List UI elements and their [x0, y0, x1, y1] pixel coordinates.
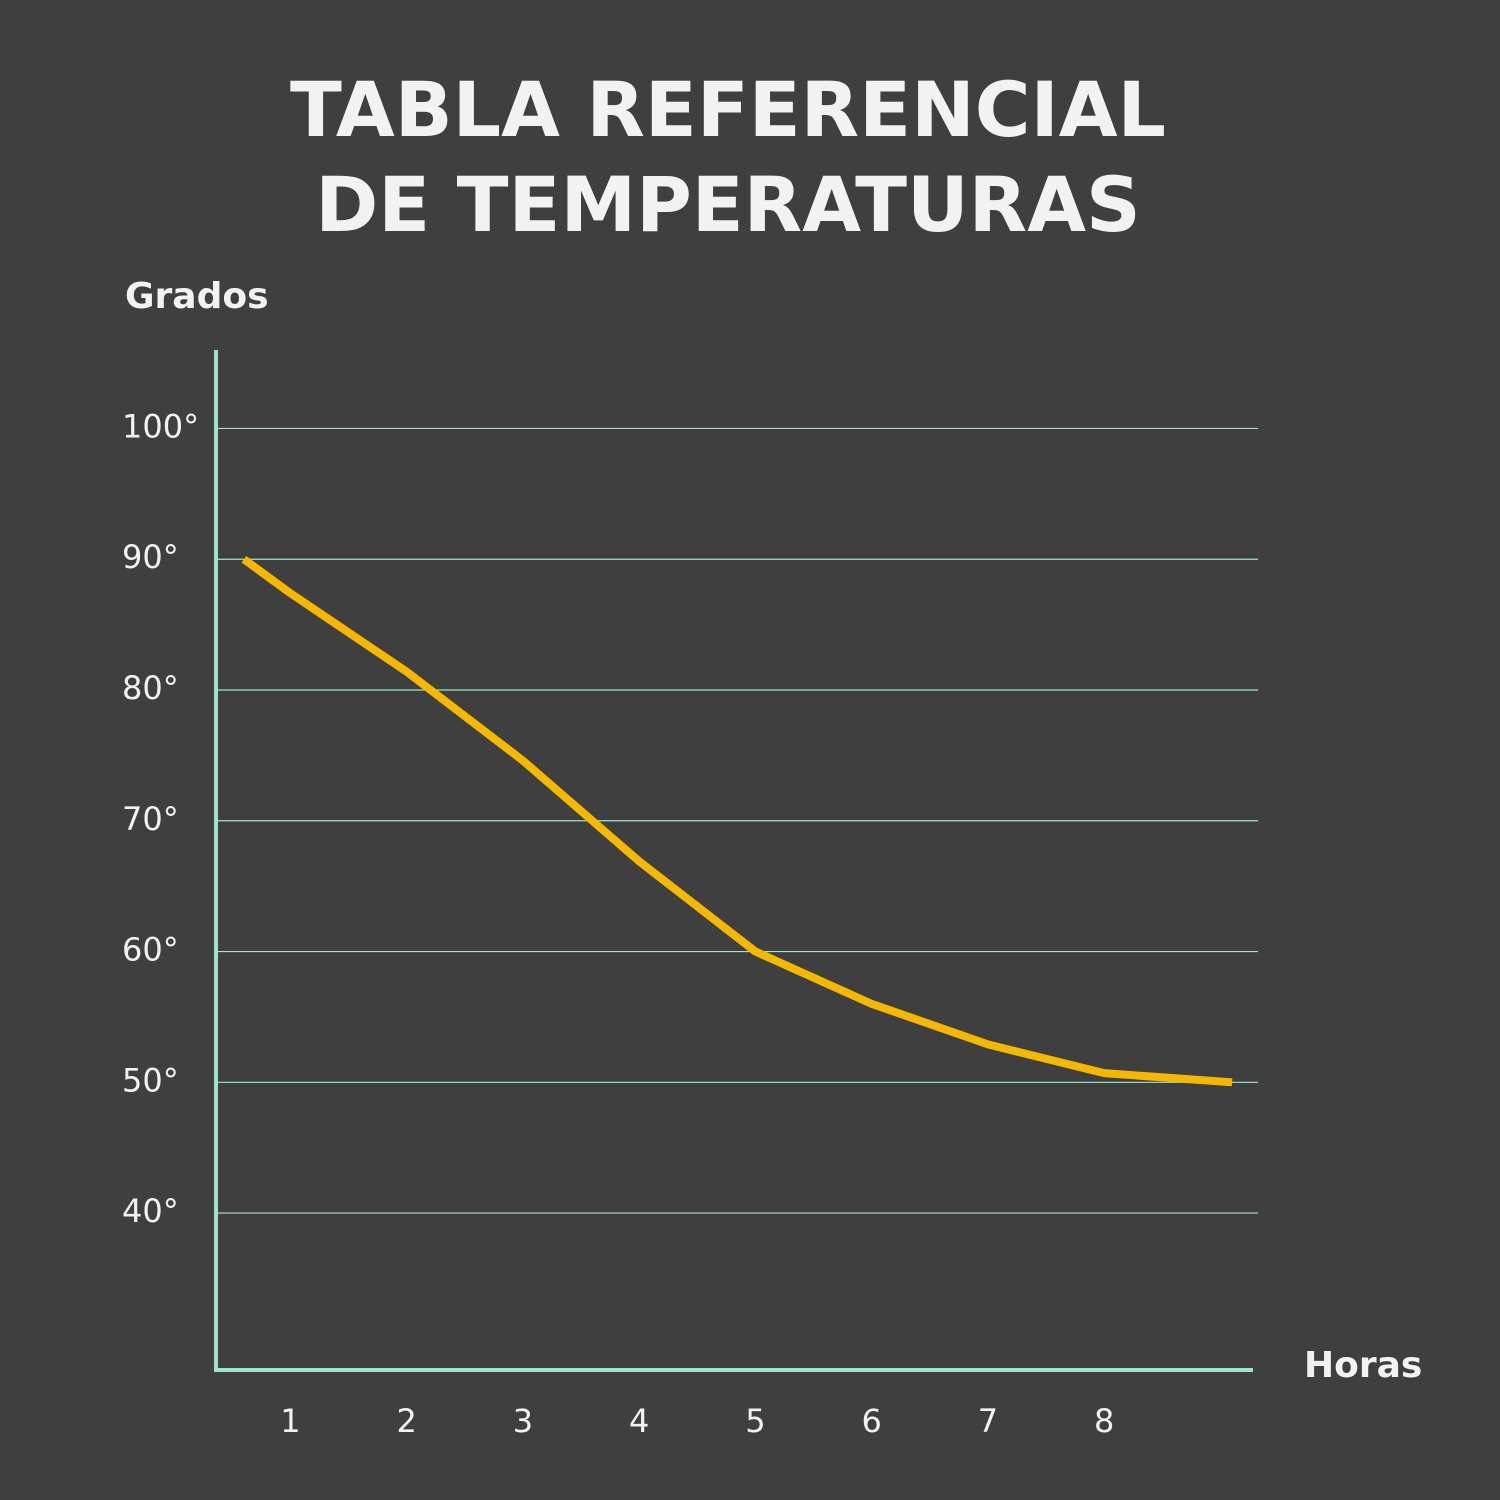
- x-tick-label: 4: [629, 1402, 649, 1440]
- y-tick-label: 60°: [122, 931, 179, 969]
- y-axis-title: Grados: [125, 276, 269, 317]
- y-tick-label: 50°: [122, 1061, 179, 1099]
- x-tick-label: 5: [745, 1402, 765, 1440]
- y-tick-label: 40°: [122, 1192, 179, 1230]
- y-tick-label: 100°: [122, 407, 199, 445]
- x-tick-label: 2: [396, 1402, 416, 1440]
- x-tick-label: 3: [513, 1402, 533, 1440]
- x-tick-label: 6: [862, 1402, 882, 1440]
- x-tick-label: 7: [978, 1402, 998, 1440]
- y-tick-label: 70°: [122, 800, 179, 838]
- chart-title: DE TEMPERATURAS: [315, 160, 1141, 249]
- x-tick-label: 8: [1094, 1402, 1114, 1440]
- chart-title: TABLA REFERENCIAL: [290, 65, 1166, 154]
- y-tick-label: 90°: [122, 538, 179, 576]
- x-tick-label: 1: [280, 1402, 300, 1440]
- y-tick-label: 80°: [122, 669, 179, 707]
- x-axis-title: Horas: [1304, 1345, 1422, 1386]
- data-line: [241, 556, 1233, 1087]
